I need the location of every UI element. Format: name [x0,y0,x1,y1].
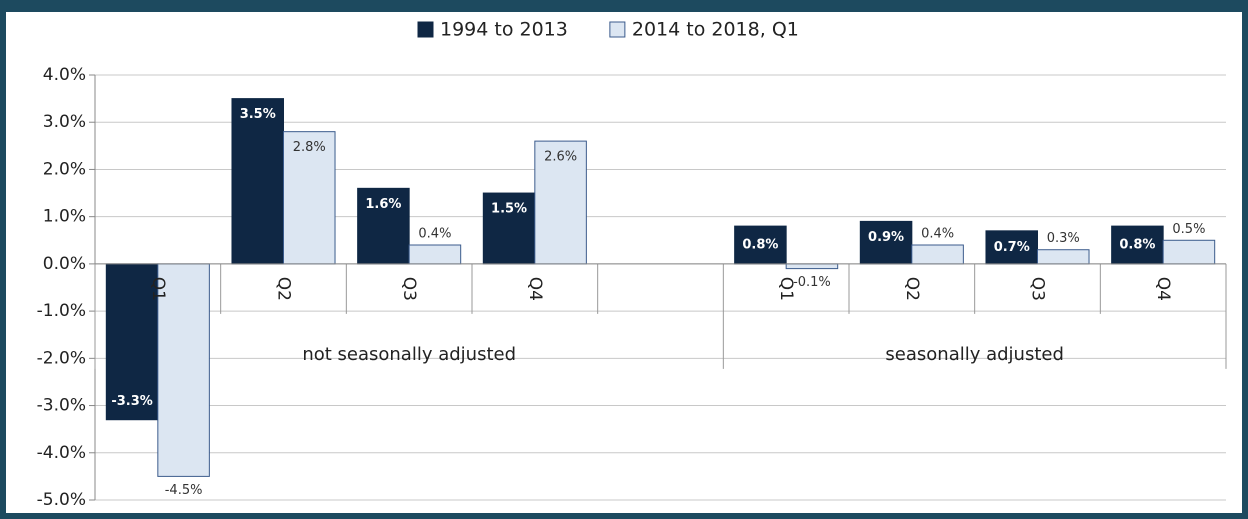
y-tick-label: -1.0% [37,301,86,321]
value-label: 0.3% [1047,231,1080,246]
x-tick-label: Q2 [274,277,294,301]
y-tick-label: -3.0% [37,396,86,416]
chart: 4.0% 3.0% 2.0% 1.0% 0.0% -1.0% -2.0% -3.0% -4.0%… [37,19,1227,510]
y-tick-label: -5.0% [37,490,86,510]
bar [911,244,964,265]
value-label: 1.6% [365,197,401,212]
legend-swatch [609,21,626,38]
group-label: seasonally adjusted [885,344,1064,365]
value-label: -3.3% [111,394,152,409]
bar [859,220,913,265]
value-label: 0.5% [1172,222,1205,237]
x-tick-label: Q3 [1028,277,1048,301]
bar [1037,249,1090,265]
x-tick-label: Q2 [902,277,922,301]
bar [1162,239,1216,265]
value-label: 0.8% [742,238,778,253]
value-label: 0.9% [868,230,904,245]
bar [734,225,787,265]
value-label: 0.8% [1119,238,1155,253]
y-tick-label: -2.0% [37,348,86,368]
bar [283,131,336,265]
bar [785,263,839,270]
y-tick-label: -4.0% [37,443,86,463]
x-tick-label: Q4 [1153,277,1173,301]
bar [408,244,462,265]
value-label: 2.6% [544,150,577,165]
y-tick-label: 2.0% [43,159,86,179]
value-label: 2.8% [293,140,326,155]
y-tick-label: 1.0% [43,207,86,227]
bar [482,192,536,265]
x-tick-label: Q1 [148,277,168,301]
value-label: -4.5% [165,483,203,498]
x-tick-label: Q3 [399,277,419,301]
bar [231,98,285,265]
value-label: 3.5% [240,107,276,122]
legend-label: 2014 to 2018, Q1 [632,19,799,41]
y-tick-label: 3.0% [43,112,86,132]
value-label: -0.1% [793,275,831,290]
value-label: 0.4% [418,227,451,242]
x-tick-label: Q4 [525,277,545,301]
value-label: 0.4% [921,227,954,242]
value-label: 0.7% [994,240,1030,255]
bar [357,187,410,265]
group-label: not seasonally adjusted [302,344,516,365]
y-tick-label: 4.0% [43,65,86,85]
legend-label: 1994 to 2013 [440,19,568,41]
x-tick-label: Q1 [776,277,796,301]
bar [157,263,210,477]
value-label: 1.5% [491,202,527,217]
y-tick-label: 0.0% [43,254,86,274]
legend-swatch [417,21,434,38]
